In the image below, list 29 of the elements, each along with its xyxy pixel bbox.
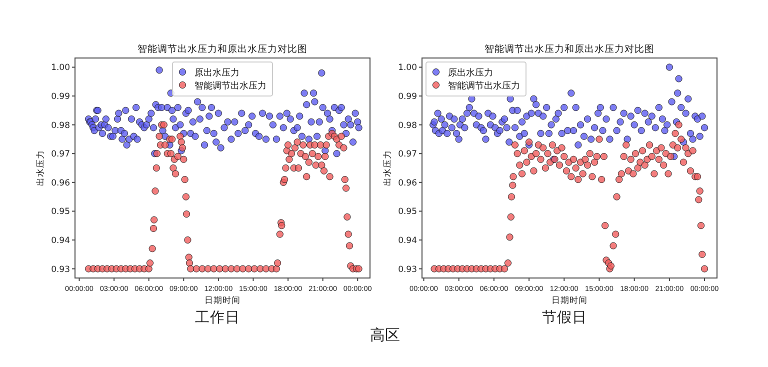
- text: 节假日: [542, 309, 587, 326]
- y-tick-label: 1.00: [51, 63, 70, 74]
- y-tick-label: 0.94: [398, 236, 417, 246]
- text: 高区: [370, 326, 400, 345]
- legend-label: 智能调节出水压力: [448, 80, 520, 92]
- legend-label: 原出水压力: [448, 68, 493, 78]
- y-tick-label: 0.98: [51, 120, 70, 131]
- text: 工作日: [195, 310, 240, 326]
- y-axis-title: 出水压力: [35, 150, 46, 186]
- y-tick-label: 0.96: [398, 178, 417, 188]
- y-axis-title: 出水压力: [382, 150, 393, 186]
- y-tick-label: 0.95: [51, 207, 70, 218]
- chart-title: 智能调节出水压力和原出水压力对比图: [484, 43, 654, 55]
- y-tick-label: 0.96: [51, 178, 70, 188]
- legend-label: 原出水压力: [194, 68, 240, 78]
- y-tick-label: 1.00: [398, 63, 417, 74]
- legend-label: 智能调节出水压力: [194, 80, 266, 92]
- y-tick-label: 0.97: [51, 150, 70, 160]
- chart-title: 智能调节出水压力和原出水压力对比图: [138, 43, 308, 55]
- y-tick-label: 0.93: [51, 264, 70, 275]
- y-tick-label: 0.97: [398, 150, 417, 160]
- y-tick-label: 0.99: [398, 92, 417, 102]
- x-axis-title: 日期时间: [204, 295, 240, 306]
- y-tick-label: 0.94: [51, 236, 70, 246]
- y-tick-label: 0.99: [51, 92, 70, 102]
- x-axis-title: 日期时间: [552, 295, 588, 306]
- y-tick-label: 0.98: [398, 120, 417, 131]
- y-tick-label: 0.93: [398, 264, 417, 275]
- y-tick-label: 0.95: [398, 207, 417, 218]
